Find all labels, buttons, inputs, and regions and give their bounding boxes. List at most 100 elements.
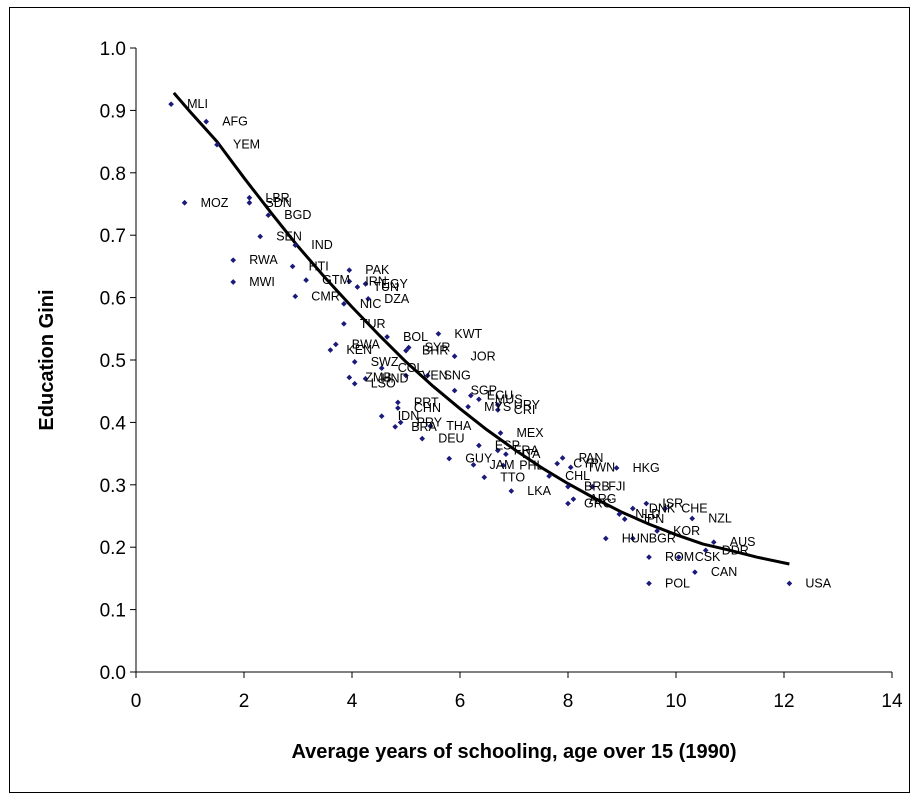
y-tick-label: 0.0 [100,663,126,684]
data-point [629,535,636,542]
point-label: SDN [265,196,291,210]
point-label: BHR [422,344,448,358]
point-label: USA [805,576,831,590]
data-point [621,516,628,522]
data-point [494,402,501,408]
point-label: AUS [730,535,756,549]
data-point [467,392,474,399]
data-point [465,403,471,410]
point-label: HND [382,372,409,386]
point-label: HTI [309,259,329,273]
point-label: SYR [425,341,451,355]
data-point [589,483,596,490]
point-label: URY [514,398,541,412]
point-label: COL [398,361,424,375]
data-point [435,330,442,337]
data-point [500,462,507,469]
y-axis-title: Education Gini [36,289,58,430]
point-label: TWN [587,460,615,474]
data-point [786,580,793,587]
data-point [230,279,237,285]
data-point [341,320,347,327]
data-point [362,281,369,287]
data-point [346,374,353,381]
point-label: NZL [708,511,732,525]
y-tick-label: 0.4 [100,413,127,434]
data-point [689,515,696,522]
point-label: TUR [360,317,386,331]
data-point [365,296,372,302]
data-point [403,372,409,379]
data-point [419,435,426,442]
data-point [662,505,669,512]
data-point [427,423,434,429]
data-point [565,483,571,490]
point-label: MEX [517,426,545,440]
point-label: GTM [322,273,350,287]
x-tick-label: 4 [347,691,358,712]
point-label: CHN [414,401,441,415]
point-label: FRA [514,443,540,457]
data-point [265,212,272,219]
point-label: MLI [187,97,208,111]
data-point [554,460,561,467]
data-point [629,505,636,512]
x-axis-title: Average years of schooling, age over 15 … [291,741,736,763]
point-label: NLD [635,507,660,521]
data-point [246,199,253,206]
data-point [354,284,361,290]
data-point [451,353,458,360]
data-point [257,233,264,240]
point-label: PHL [519,458,543,472]
data-point [692,569,698,575]
point-label: ZMB [365,370,391,384]
point-label: ECU [487,389,513,403]
data-point [675,554,682,561]
y-tick-label: 0.1 [100,601,126,622]
data-point [646,580,652,587]
point-label: ROM [665,550,694,564]
data-point [451,387,458,394]
point-label: KEN [346,343,372,357]
data-point [392,423,399,430]
x-tick-label: 2 [239,691,250,712]
data-point [292,293,299,300]
point-label: LSO [371,377,396,391]
data-point [397,419,404,426]
data-point [546,473,552,479]
point-label: PRY [417,415,443,429]
point-label: KOR [673,524,700,538]
data-point [702,547,709,554]
point-label: IRN [365,274,387,288]
data-point [384,334,390,340]
point-label: SWZ [371,355,399,369]
data-point [332,341,339,348]
data-point [476,442,482,449]
point-label: SGP [471,384,497,398]
data-point [481,474,488,481]
point-label: DDR [722,543,749,557]
point-label: IDN [398,409,420,423]
data-point [476,396,482,403]
point-label: SNG [444,369,471,383]
data-point [503,451,509,458]
point-label: YEM [233,138,260,152]
point-label: LBR [265,191,289,205]
data-points [168,101,793,587]
x-tick-label: 6 [455,691,466,712]
point-label: HUN [622,531,649,545]
point-label: GUY [465,452,493,466]
point-label: DEU [438,432,464,446]
data-point [616,511,623,517]
point-label: CAN [711,565,737,579]
data-point [289,263,296,270]
x-tick-label: 12 [773,691,794,712]
y-tick-label: 0.7 [100,226,126,247]
data-point [292,242,299,249]
point-label: PAK [365,263,390,277]
data-point [351,380,358,387]
point-label: CHE [681,502,707,516]
point-label: JOR [471,349,496,363]
